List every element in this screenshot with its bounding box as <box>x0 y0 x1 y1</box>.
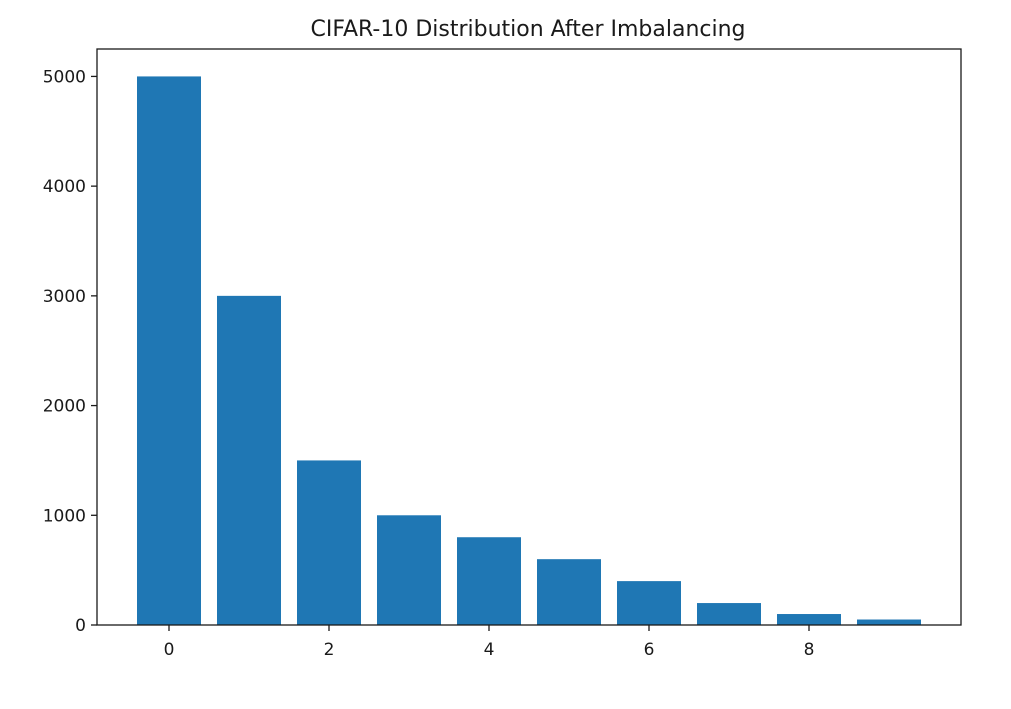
chart-title: CIFAR-10 Distribution After Imbalancing <box>310 17 745 42</box>
bar-0 <box>137 76 201 625</box>
y-tick-label: 2000 <box>43 397 86 417</box>
bars-group <box>137 76 921 625</box>
bar-4 <box>457 537 521 625</box>
y-axis: 0 1000 2000 3000 4000 5000 <box>43 67 97 636</box>
x-tick-label: 2 <box>324 640 335 660</box>
bar-2 <box>297 460 361 625</box>
bar-8 <box>777 614 841 625</box>
plot-area-frame <box>96 48 962 626</box>
y-tick-label: 5000 <box>43 67 86 87</box>
y-tick-label: 4000 <box>43 177 86 197</box>
x-tick-label: 0 <box>164 640 175 660</box>
bar-7 <box>697 603 761 625</box>
y-tick-label: 3000 <box>43 287 86 307</box>
x-tick-label: 6 <box>644 640 655 660</box>
bar-1 <box>217 295 281 625</box>
bar-3 <box>377 515 441 625</box>
x-tick-label: 8 <box>804 640 815 660</box>
x-tick-label: 4 <box>484 640 495 660</box>
y-tick-label: 0 <box>75 616 86 636</box>
x-axis: 0 2 4 6 8 <box>164 625 815 660</box>
y-tick-label: 1000 <box>43 506 86 526</box>
bar-6 <box>617 581 681 625</box>
bar-5 <box>537 559 601 625</box>
bar-9 <box>857 619 921 625</box>
